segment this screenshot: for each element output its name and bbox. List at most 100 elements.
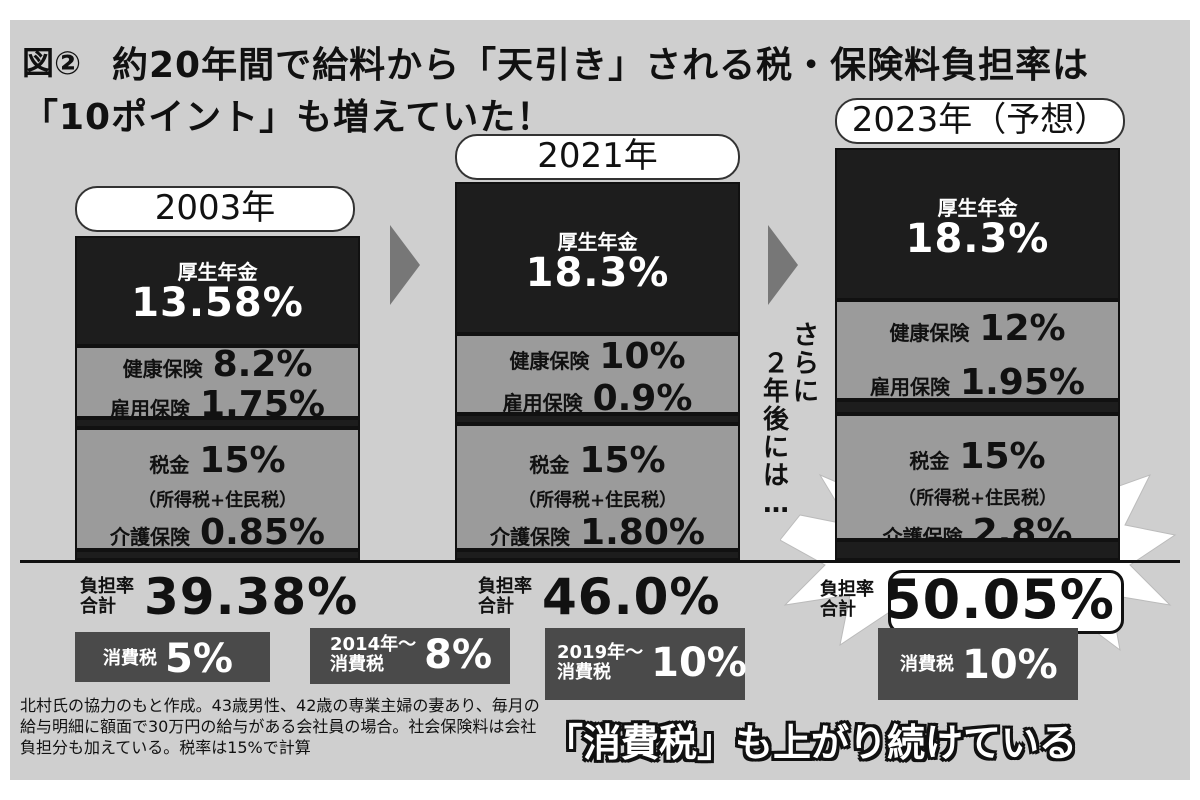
ctax-value: 10% (651, 640, 747, 686)
total-2003: 負担率 合計 39.38% (80, 568, 358, 626)
tax-sub-label: （所得税+住民税） (137, 490, 298, 511)
pension-label: 厚生年金 (177, 260, 258, 284)
bar-2023-pension: 厚生年金 18.3% (835, 148, 1120, 300)
transition-char: に (762, 433, 789, 463)
employment-value: 0.9% (592, 378, 693, 419)
figure-label: 図② (22, 44, 82, 82)
bar-2021-pension: 厚生年金 18.3% (455, 182, 740, 334)
ctax-prefix: 2019年〜 (557, 642, 644, 663)
tax-label: 税金 (909, 449, 950, 473)
health-value: 8.2% (212, 344, 313, 385)
arrow-right-icon (390, 225, 420, 305)
tax-sub-label: （所得税+住民税） (897, 488, 1058, 509)
tax-value: 15% (199, 440, 286, 481)
health-row: 健康保険 8.2% (77, 344, 358, 385)
health-label: 健康保険 (889, 321, 970, 345)
total-value: 39.38% (144, 568, 359, 626)
total-value: 50.05% (884, 568, 1115, 631)
employment-row: 雇用保険 1.95% (837, 362, 1118, 403)
total-highlight-box (888, 570, 1124, 634)
employment-row: 雇用保険 0.9% (457, 378, 738, 419)
bar-2003-tax-care: 税金 15% （所得税+住民税） 介護保険 0.85% (75, 428, 360, 553)
total-2021: 負担率 合計 46.0% (478, 568, 720, 626)
tax-row: 税金 15% (837, 436, 1118, 477)
health-label: 健康保険 (509, 349, 590, 373)
tax-row: 税金 15% (77, 440, 358, 481)
consumption-tax-2014: 2014年〜 消費税 8% (310, 628, 510, 684)
total-label-line1: 負担率 (820, 578, 874, 600)
care-value: 0.85% (200, 512, 325, 553)
ctax-label: 2014年〜 消費税 (330, 635, 416, 675)
transition-text-col2: ２ 年 後 に は … (762, 350, 790, 518)
care-row: 介護保険 0.85% (77, 512, 358, 553)
total-label: 負担率 合計 (80, 577, 134, 617)
total-label-line1: 負担率 (478, 576, 532, 597)
total-label-line2: 合計 (80, 596, 116, 617)
consumption-tax-2003: 消費税 5% (75, 632, 270, 682)
ctax-label: 消費税 (103, 648, 157, 669)
care-value: 1.80% (580, 512, 705, 553)
transition-char: … (763, 489, 789, 519)
bar-2023-care-sliver (835, 540, 1120, 560)
tax-label: 税金 (529, 453, 570, 477)
arrow-right-icon (768, 225, 798, 305)
total-value: 46.0% (542, 568, 721, 626)
ctax-label: 消費税 (900, 654, 954, 675)
health-label: 健康保険 (122, 357, 203, 381)
total-label-line2: 合計 (478, 596, 514, 617)
bar-2023-health-employment: 健康保険 12% 雇用保険 1.95% (835, 300, 1120, 403)
health-value: 10% (599, 336, 686, 377)
total-2023: 負担率 合計 50.05% (820, 568, 1115, 631)
transition-text-col1: さ ら に (792, 322, 820, 406)
consumption-tax-2019: 2019年〜 消費税 10% (545, 628, 747, 700)
bar-2023-tax-care: 税金 15% （所得税+住民税） 介護保険 2.8% (835, 414, 1120, 553)
transition-char: は (762, 461, 789, 491)
ctax-value: 8% (424, 632, 493, 678)
year-label-2003: 2003年 (75, 186, 355, 232)
tax-value: 15% (959, 436, 1046, 477)
employment-value: 1.95% (960, 362, 1085, 403)
bar-2021-health-employment: 健康保険 10% 雇用保険 0.9% (455, 334, 740, 419)
employment-label: 雇用保険 (870, 375, 951, 399)
health-value: 12% (979, 308, 1066, 349)
bar-2021-care-sliver (455, 550, 740, 560)
total-label-line2: 合計 (820, 598, 856, 620)
bar-2003-care-sliver (75, 550, 360, 560)
ctax-label-text: 消費税 (557, 662, 611, 683)
consumption-tax-2023: 消費税 10% (878, 628, 1078, 700)
title-line-2: 「10ポイント」も増えていた！ (22, 97, 554, 138)
ctax-value: 5% (165, 636, 233, 682)
transition-char: ら (792, 349, 819, 379)
year-label-2023: 2023年（予想） (835, 98, 1125, 144)
tax-sub-label: （所得税+住民税） (517, 490, 678, 511)
transition-char: さ (792, 321, 819, 351)
pension-value: 18.3% (905, 216, 1050, 262)
care-row: 介護保険 1.80% (457, 512, 738, 553)
pension-value: 13.58% (131, 280, 304, 326)
tax-value: 15% (579, 440, 666, 481)
bar-2021-tax-care: 税金 15% （所得税+住民税） 介護保険 1.80% (455, 424, 740, 553)
tax-row: 税金 15% (457, 440, 738, 481)
transition-char: に (792, 377, 819, 407)
pension-value: 18.3% (525, 250, 670, 296)
tax-label: 税金 (149, 453, 190, 477)
transition-char: ２ (762, 349, 789, 379)
baseline (20, 560, 1180, 563)
slogan: 「消費税」も上がり続けている (545, 721, 1078, 765)
total-label-line1: 負担率 (80, 576, 134, 597)
title-line-1: 約20年間で給料から「天引き」される税・保険料負担率は (112, 45, 1090, 86)
employment-label: 雇用保険 (110, 397, 191, 421)
ctax-value: 10% (962, 642, 1058, 688)
ctax-label-text: 消費税 (330, 654, 384, 675)
total-label: 負担率 合計 (478, 577, 532, 617)
source-note: 北村氏の協力のもと作成。43歳男性、42歳の専業主婦の妻あり、毎月の給与明細に額… (20, 696, 540, 757)
pension-label: 厚生年金 (937, 196, 1018, 220)
bar-2023-employment-sliver (835, 400, 1120, 414)
health-row: 健康保険 12% (837, 308, 1118, 349)
health-row: 健康保険 10% (457, 336, 738, 377)
ctax-prefix: 2014年〜 (330, 634, 417, 655)
pension-label: 厚生年金 (557, 230, 638, 254)
transition-char: 後 (762, 405, 789, 435)
bar-2003-employment-sliver (75, 418, 360, 428)
ctax-label: 2019年〜 消費税 (557, 643, 643, 683)
